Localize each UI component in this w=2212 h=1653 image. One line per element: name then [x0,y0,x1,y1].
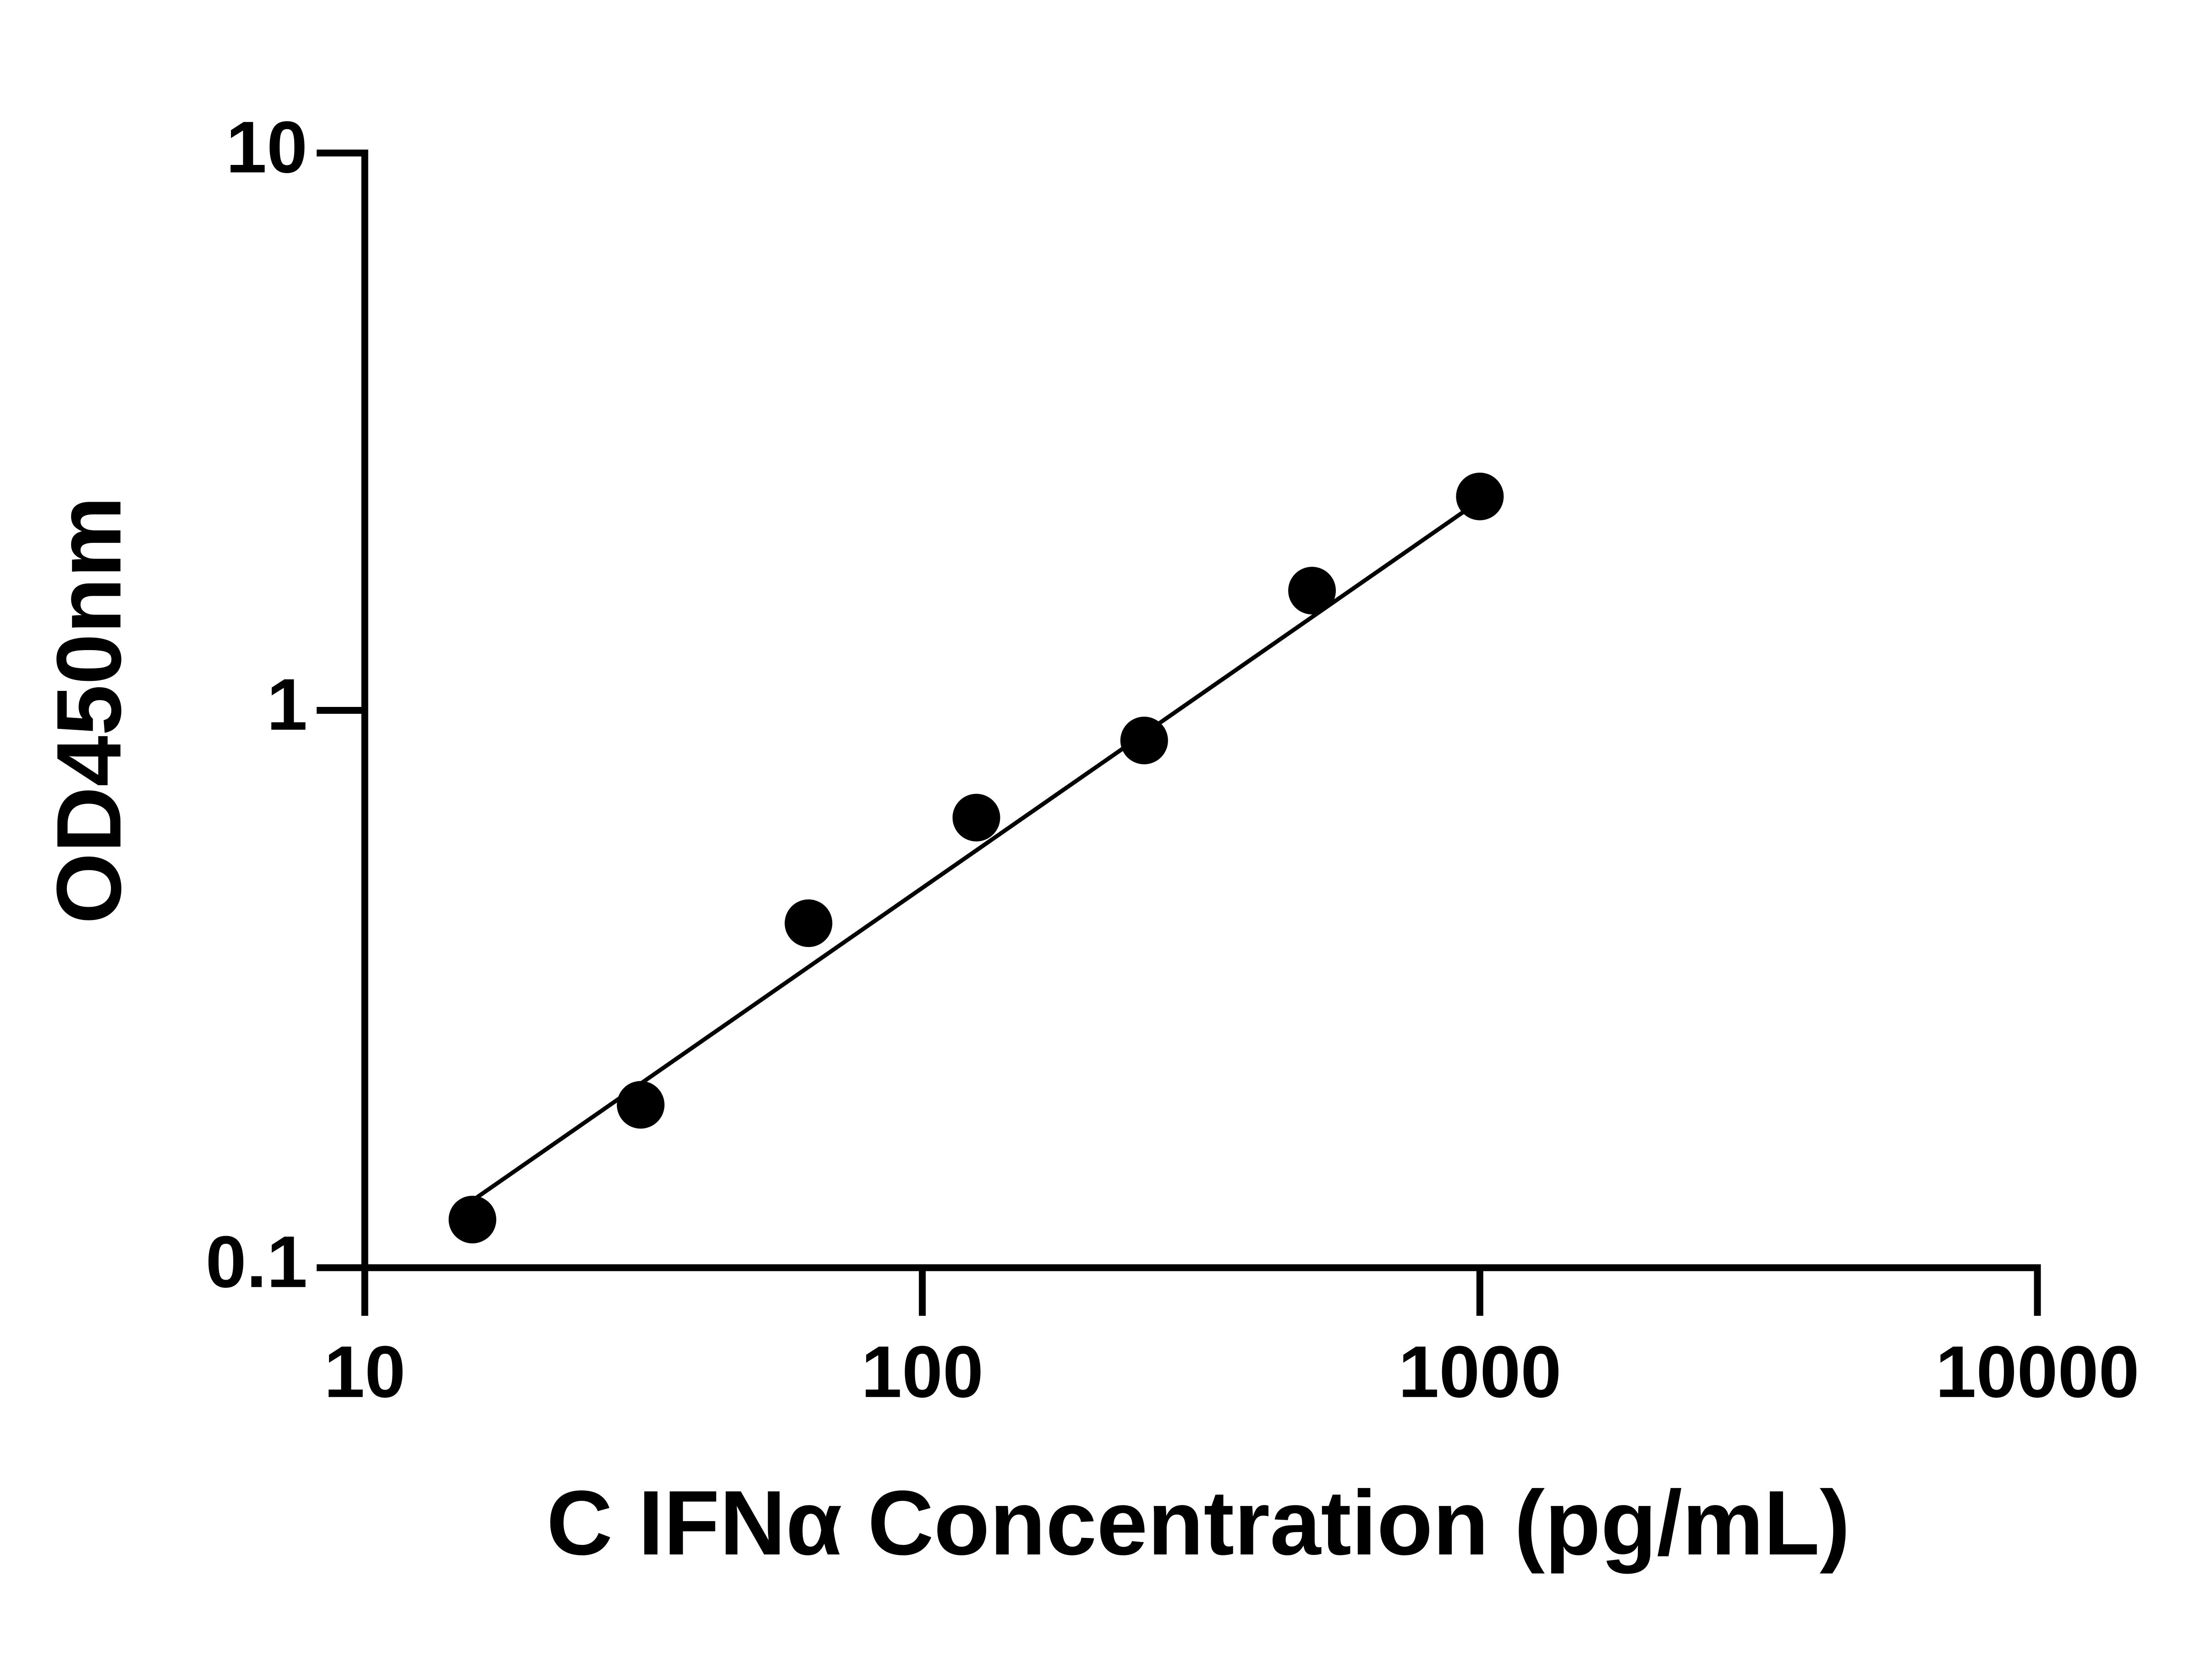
x-axis-title: C IFNα Concentration (pg/mL) [547,1472,1850,1574]
data-point [1120,717,1168,765]
y-tick-label: 1 [267,663,307,745]
x-tick-label: 1000 [1398,1330,1561,1412]
y-axis-title: OD450nm [38,496,140,924]
data-point [785,899,833,947]
x-tick-label: 10 [324,1330,406,1412]
x-tick-label: 100 [861,1330,983,1412]
x-tick-label: 10000 [1936,1330,2140,1412]
data-point [617,1081,665,1129]
data-point [1288,567,1336,615]
data-point [448,1195,496,1243]
data-point [952,794,1000,842]
y-tick-label: 0.1 [206,1221,307,1303]
data-point [1456,472,1504,520]
y-tick-label: 10 [226,106,307,188]
